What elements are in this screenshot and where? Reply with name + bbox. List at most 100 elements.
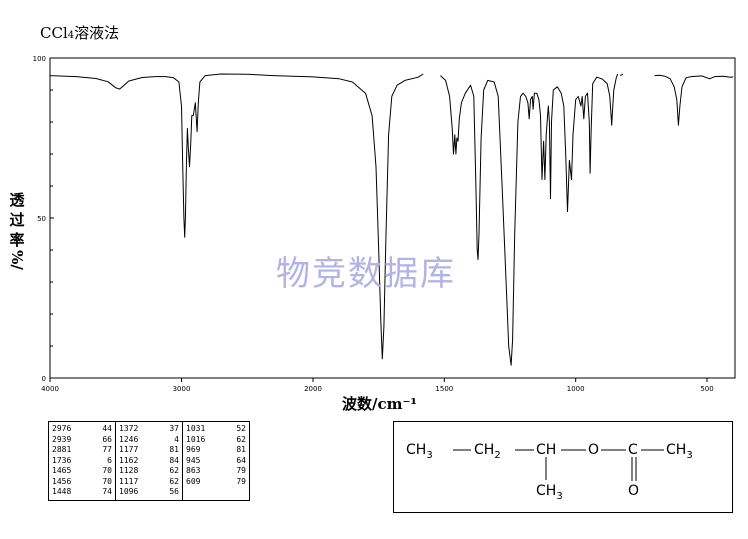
peak-row: 945 64 [186, 456, 246, 467]
peak-transmittance: 70 [102, 466, 112, 475]
spectrum-curves [49, 73, 734, 366]
peak-wavenumber: 1031 [186, 424, 206, 433]
peak-row: 609 79 [186, 477, 246, 488]
peak-transmittance: 52 [236, 424, 246, 433]
atom-ch3-left: CH3 [406, 442, 433, 461]
peak-wavenumber: 1246 [119, 434, 139, 444]
peak-wavenumber: 969 [186, 445, 201, 454]
peak-transmittance: 62 [169, 466, 179, 475]
peak-wavenumber: 1465 [52, 466, 72, 475]
peak-transmittance: 84 [169, 455, 179, 465]
y-label-char: 透 [9, 191, 25, 209]
peak-wavenumber: 2939 [52, 434, 72, 444]
peak-row: 2939 66 [52, 435, 112, 446]
y-axis-label: 透 过 率 %/ [6, 190, 28, 270]
peak-row: 1162 84 [119, 456, 179, 467]
peak-row: 1372 37 [119, 424, 179, 435]
solvent-label: CCl4溶液法 [40, 22, 119, 43]
y-label-char: 过 [9, 211, 25, 229]
peak-transmittance: 81 [236, 445, 246, 454]
x-tick-label: 1500 [435, 385, 453, 393]
peak-transmittance: 70 [102, 476, 112, 486]
x-axis-label: 波数/cm⁻¹ [342, 395, 417, 413]
x-tick-label: 3000 [173, 385, 191, 393]
peak-row: 1465 70 [52, 466, 112, 477]
y-label-char: %/ [8, 250, 26, 270]
peak-wavenumber: 863 [186, 466, 201, 475]
axis-ticks: 4000 3000 2000 1500 1000 500 0 50 100 [33, 55, 714, 393]
x-tick-label: 2000 [304, 385, 322, 393]
peak-transmittance: 74 [102, 487, 112, 496]
spectrum-line [620, 73, 624, 77]
peak-transmittance: 62 [169, 476, 179, 486]
solvent-main: CCl [40, 24, 68, 42]
atom-carbonyl-c: C [628, 442, 638, 458]
peak-wavenumber: 1177 [119, 445, 139, 454]
peak-transmittance: 44 [102, 424, 112, 433]
peak-wavenumber: 2976 [52, 424, 72, 433]
spectrum-line [654, 74, 734, 126]
spectrum-line [440, 73, 619, 366]
peak-transmittance: 4 [174, 434, 179, 444]
peak-transmittance: 64 [236, 455, 246, 465]
peak-wavenumber: 2881 [52, 445, 72, 454]
peak-transmittance: 81 [169, 445, 179, 454]
structure-diagram: CH3 CH2 CH O C CH3 CH3 O [406, 442, 693, 502]
peak-wavenumber: 1128 [119, 466, 139, 475]
peak-column: 2976 44 2939 66 2881 77 1736 6 1465 70 1456 70 1448 7… [48, 421, 116, 501]
peak-row: 2881 77 [52, 445, 112, 456]
peak-row: 1177 81 [119, 445, 179, 456]
peak-row: 863 79 [186, 466, 246, 477]
peak-column: 1031 52 1016 62 969 81 945 64 863 79 609 79 [182, 421, 250, 501]
x-tick-label: 500 [700, 385, 713, 393]
x-tick-label: 4000 [41, 385, 59, 393]
peak-transmittance: 6 [107, 455, 112, 465]
structure-box: CH3 CH2 CH O C CH3 CH3 O [393, 421, 733, 513]
ir-spectrum-chart: 4000 3000 2000 1500 1000 500 0 50 100 [33, 55, 736, 393]
peak-transmittance: 37 [169, 424, 179, 433]
peak-wavenumber: 1096 [119, 487, 139, 496]
peak-row: 1031 52 [186, 424, 246, 435]
peak-row: 1128 62 [119, 466, 179, 477]
peak-wavenumber: 1162 [119, 455, 139, 465]
atom-ester-o: O [588, 442, 599, 458]
peak-wavenumber: 1117 [119, 476, 139, 486]
y-tick-label: 100 [33, 55, 46, 63]
atom-ch2: CH2 [474, 442, 501, 461]
peak-wavenumber: 945 [186, 455, 201, 465]
spectrum-line [49, 73, 424, 360]
solvent-method: 溶液法 [74, 24, 120, 42]
peak-transmittance: 56 [169, 487, 179, 496]
peak-row: 969 81 [186, 445, 246, 456]
peak-wavenumber: 1016 [186, 434, 206, 444]
atom-ch: CH [536, 442, 556, 458]
atom-carbonyl-o: O [628, 483, 639, 499]
y-tick-label: 0 [42, 375, 46, 383]
watermark: 物竞数据库 [276, 254, 456, 294]
x-tick-label: 1000 [567, 385, 585, 393]
plot-frame [49, 57, 736, 379]
peak-transmittance: 66 [102, 434, 112, 444]
peak-row: 2976 44 [52, 424, 112, 435]
peak-row: 1456 70 [52, 477, 112, 488]
peak-row: 1736 6 [52, 456, 112, 467]
peak-transmittance: 79 [236, 476, 246, 486]
peak-table: 2976 44 2939 66 2881 77 1736 6 1465 70 1456 70 1448 7… [48, 421, 250, 501]
y-tick-label: 50 [37, 215, 46, 223]
peak-row: 1096 56 [119, 487, 179, 498]
peak-wavenumber: 1448 [52, 487, 72, 496]
peak-wavenumber: 1372 [119, 424, 139, 433]
peak-row: 1016 62 [186, 435, 246, 446]
peak-row: 1246 4 [119, 435, 179, 446]
peak-row: 1448 74 [52, 487, 112, 498]
peak-transmittance: 62 [236, 434, 246, 444]
solvent-subscript: 4 [67, 30, 75, 41]
peak-column: 1372 37 1246 4 1177 81 1162 84 1128 62 1117 62 1096 5… [115, 421, 183, 501]
peak-transmittance: 77 [102, 445, 112, 454]
atom-branch-ch3: CH3 [536, 483, 563, 502]
peak-wavenumber: 609 [186, 476, 201, 486]
y-label-char: 率 [9, 231, 25, 249]
peak-row: 1117 62 [119, 477, 179, 488]
peak-wavenumber: 1736 [52, 455, 72, 465]
atom-ch3-right: CH3 [666, 442, 693, 461]
